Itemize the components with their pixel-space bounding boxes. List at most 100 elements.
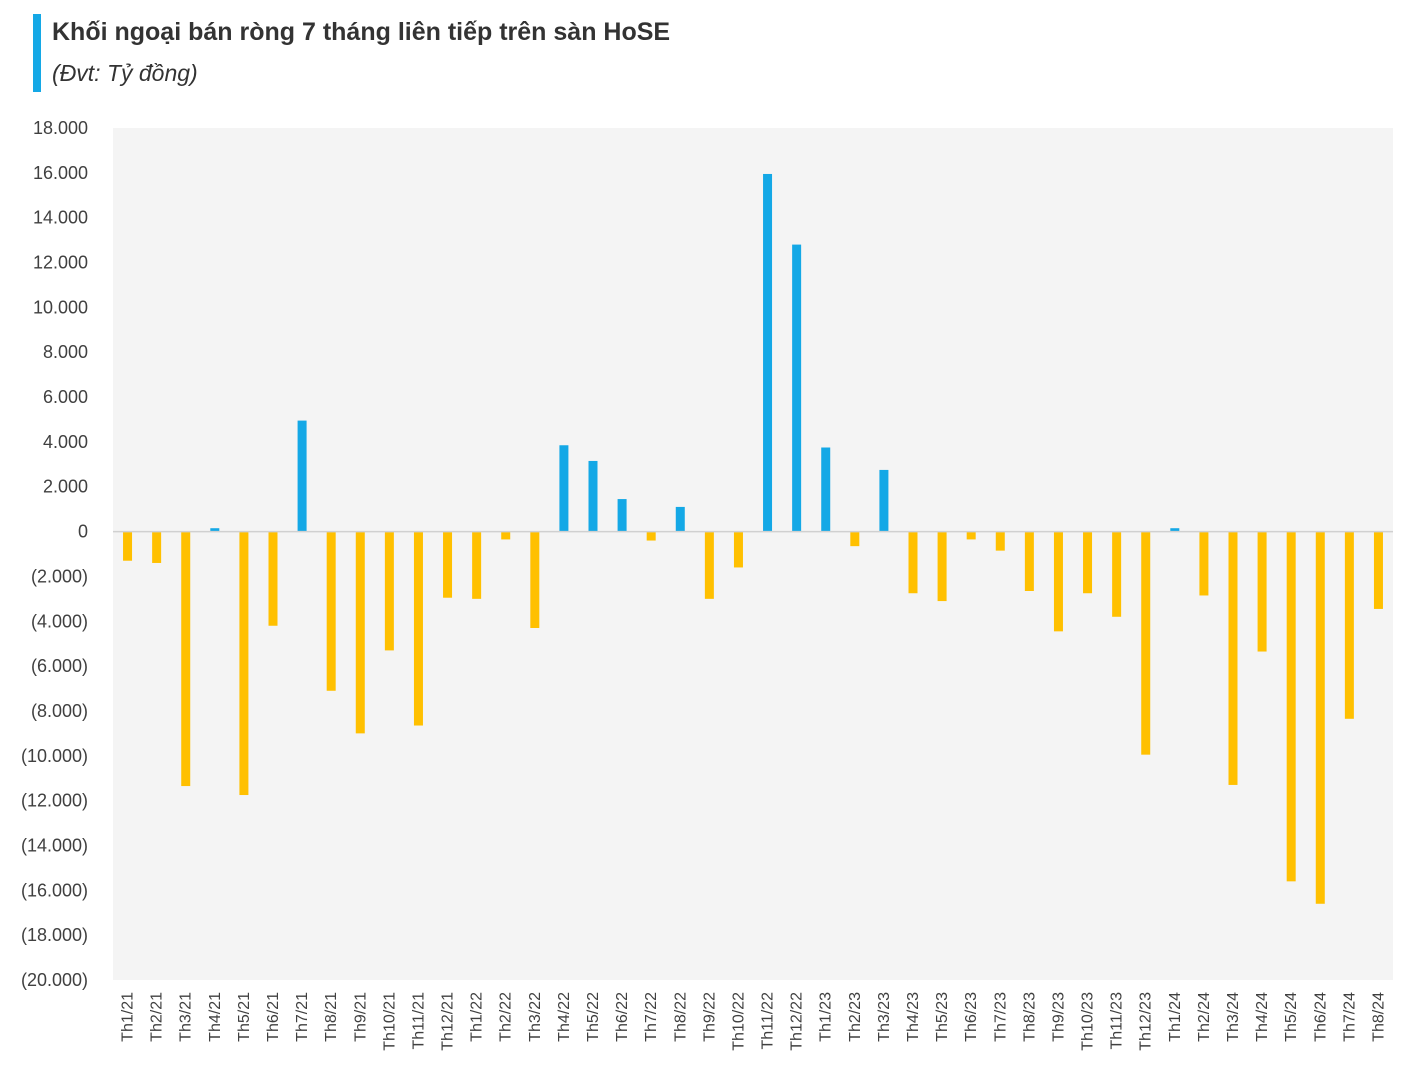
bar [733, 531, 743, 568]
x-tick-label: Th9/21 [352, 992, 369, 1042]
x-tick-label: Th3/24 [1225, 992, 1242, 1042]
bar [821, 447, 831, 532]
y-tick-label: (14.000) [21, 835, 88, 855]
x-tick-label: Th10/22 [730, 992, 747, 1051]
chart-title: Khối ngoại bán ròng 7 tháng liên tiếp tr… [52, 18, 671, 46]
x-axis: Th1/21 Th2/21 Th3/21 Th4/21 Th5/21 Th6/21 Th7/… [120, 992, 1388, 1051]
y-tick-label: 8.000 [43, 342, 88, 362]
bar [1286, 531, 1296, 882]
x-tick-label: Th9/23 [1050, 992, 1067, 1042]
x-tick-label: Th1/22 [469, 992, 486, 1042]
bar [1170, 528, 1180, 532]
bar [152, 531, 162, 563]
x-tick-label: Th10/23 [1080, 992, 1097, 1051]
bar [297, 420, 307, 532]
x-tick-label: Th6/24 [1312, 992, 1329, 1042]
y-axis: 18.000 16.000 14.000 12.000 10.000 8.000 6.000… [21, 118, 88, 990]
bar [1344, 531, 1354, 719]
y-tick-label: (4.000) [31, 611, 88, 631]
y-tick-label: 4.000 [43, 432, 88, 452]
x-tick-label: Th6/23 [963, 992, 980, 1042]
bar [1083, 531, 1093, 594]
x-tick-label: Th7/23 [992, 992, 1009, 1042]
x-tick-label: Th7/24 [1341, 992, 1358, 1042]
bar [908, 531, 918, 594]
chart-subtitle: (Đvt: Tỷ đồng) [52, 60, 198, 86]
bar [1315, 531, 1325, 904]
x-tick-label: Th5/23 [934, 992, 951, 1042]
y-tick-label: (10.000) [21, 746, 88, 766]
x-tick-label: Th8/21 [323, 992, 340, 1042]
bar [268, 531, 278, 626]
x-tick-label: Th12/21 [440, 992, 457, 1051]
bar [1373, 531, 1383, 609]
bar [413, 531, 423, 726]
bar [1257, 531, 1267, 652]
plot-area [113, 128, 1393, 980]
y-tick-label: (2.000) [31, 566, 88, 586]
bar [1024, 531, 1034, 591]
x-tick-label: Th6/22 [614, 992, 631, 1042]
x-tick-label: Th12/22 [789, 992, 806, 1051]
x-tick-label: Th11/22 [760, 992, 777, 1050]
x-tick-label: Th7/21 [294, 992, 311, 1042]
bar [879, 469, 889, 532]
bar [1228, 531, 1238, 785]
bar [472, 531, 482, 599]
x-tick-label: Th2/22 [498, 992, 515, 1042]
y-tick-label: (20.000) [21, 970, 88, 990]
bar [1112, 531, 1122, 617]
y-tick-label: (16.000) [21, 880, 88, 900]
x-tick-label: Th1/23 [818, 992, 835, 1042]
x-tick-label: Th5/22 [585, 992, 602, 1042]
title-accent-bar [33, 14, 41, 92]
bar [239, 531, 249, 796]
y-tick-label: (18.000) [21, 925, 88, 945]
bar [617, 499, 627, 532]
x-tick-label: Th1/21 [120, 992, 137, 1042]
bar [210, 528, 220, 532]
x-tick-label: Th6/21 [265, 992, 282, 1042]
x-tick-label: Th4/23 [905, 992, 922, 1042]
x-tick-label: Th8/23 [1021, 992, 1038, 1042]
x-tick-label: Th9/22 [701, 992, 718, 1042]
y-tick-label: 18.000 [33, 118, 88, 138]
y-tick-label: 0 [78, 522, 88, 542]
y-tick-label: 14.000 [33, 208, 88, 228]
x-tick-label: Th2/24 [1196, 992, 1213, 1042]
bar [937, 531, 947, 602]
x-tick-label: Th5/24 [1283, 992, 1300, 1042]
x-tick-label: Th8/24 [1370, 992, 1387, 1042]
bar [966, 531, 976, 540]
x-tick-label: Th2/21 [149, 992, 166, 1042]
bar [384, 531, 394, 651]
bar [995, 531, 1005, 551]
x-tick-label: Th1/24 [1167, 992, 1184, 1042]
y-tick-label: 10.000 [33, 297, 88, 317]
y-tick-label: (12.000) [21, 791, 88, 811]
y-tick-label: 12.000 [33, 253, 88, 273]
bar [1199, 531, 1209, 596]
bar [123, 531, 133, 561]
bar [646, 531, 656, 541]
bar [675, 506, 685, 532]
x-tick-label: Th4/24 [1254, 992, 1271, 1042]
y-tick-label: (8.000) [31, 701, 88, 721]
x-tick-label: Th2/23 [847, 992, 864, 1042]
bar [850, 531, 860, 547]
y-tick-label: 16.000 [33, 163, 88, 183]
x-tick-label: Th3/21 [178, 992, 195, 1042]
bar [763, 173, 773, 532]
y-tick-label: 2.000 [43, 477, 88, 497]
x-tick-label: Th4/21 [207, 992, 224, 1042]
bar [181, 531, 191, 787]
x-tick-label: Th5/21 [236, 992, 253, 1042]
x-tick-label: Th3/22 [527, 992, 544, 1042]
bar-series [123, 173, 1383, 904]
bar [792, 244, 802, 532]
bar [704, 531, 714, 599]
bar [443, 531, 453, 598]
x-tick-label: Th4/22 [556, 992, 573, 1042]
bar [530, 531, 540, 628]
